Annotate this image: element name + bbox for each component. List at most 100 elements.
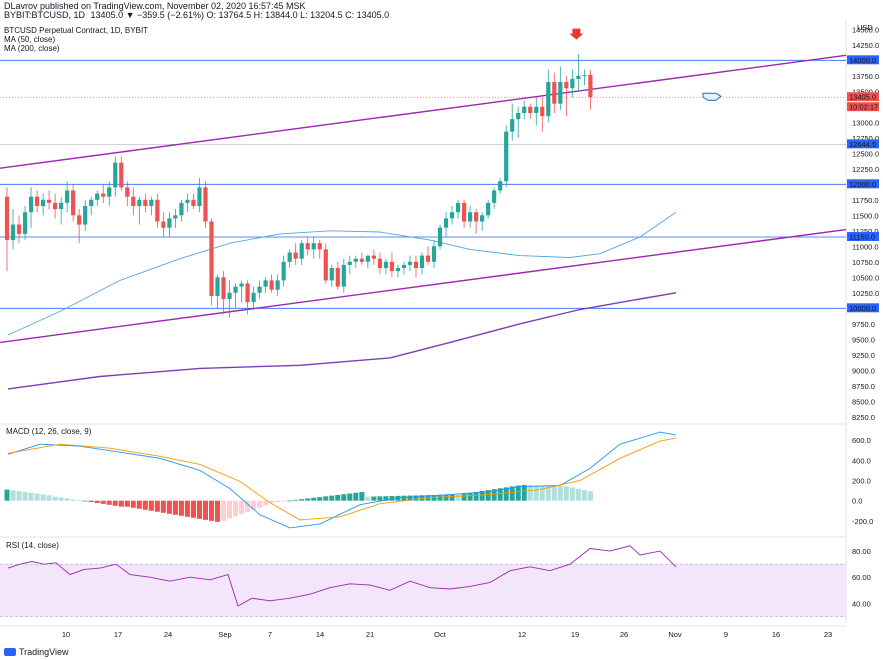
candle-body: [588, 74, 593, 98]
ma200-legend: MA (200, close): [4, 44, 60, 53]
rsi-tick-label: 80.00: [852, 547, 871, 556]
macd-histogram-bar: [563, 486, 569, 501]
candle-body: [335, 268, 340, 287]
macd-histogram-bar: [172, 500, 178, 515]
time-tick-label: 19: [571, 630, 579, 639]
macd-histogram-bar: [365, 496, 371, 501]
candle-body: [413, 261, 419, 268]
macd-histogram-bar: [118, 500, 124, 507]
macd-histogram-bar: [353, 492, 359, 501]
ohlc-values: 13405.0 ▼ −359.5 (−2.61%) O: 13764.5 H: …: [90, 10, 390, 20]
candle-body: [576, 75, 581, 79]
candle-body: [233, 286, 238, 293]
price-tick-label: 12250.0: [852, 165, 879, 174]
candle-body: [47, 199, 52, 203]
candle-body: [534, 106, 539, 113]
candle-body: [65, 190, 70, 203]
macd-histogram-bar: [94, 500, 100, 504]
price-tick-label: 10500.0: [852, 273, 879, 282]
macd-histogram-bar: [347, 493, 353, 501]
candle-body: [221, 277, 226, 299]
macd-histogram-bar: [383, 496, 389, 501]
candle-body: [419, 255, 425, 268]
candle-body: [215, 277, 220, 296]
price-tag-bg: [847, 102, 879, 112]
candle-body: [185, 199, 190, 203]
macd-histogram-bar: [142, 500, 148, 510]
candle-body: [486, 202, 491, 216]
candle-body: [407, 261, 413, 265]
publisher-line: DLavrov published on TradingView.com, No…: [4, 1, 306, 11]
time-tick-label: 16: [772, 630, 780, 639]
macd-histogram-bar: [575, 488, 581, 501]
candle-body: [101, 193, 106, 197]
candle-body: [77, 215, 82, 225]
price-tag-bg: [847, 232, 879, 241]
macd-histogram-bar: [527, 485, 533, 501]
macd-histogram-bar: [515, 485, 521, 501]
candle-body: [131, 196, 136, 206]
macd-histogram-bar: [557, 486, 563, 501]
macd-histogram-bar: [497, 488, 503, 501]
candle-body: [341, 264, 346, 287]
macd-histogram-bar: [293, 499, 299, 501]
macd-histogram-bar: [287, 500, 293, 502]
candle-body: [263, 280, 268, 287]
macd-histogram-bar: [148, 500, 154, 511]
macd-histogram-bar: [10, 490, 16, 501]
macd-histogram-bar: [227, 500, 233, 519]
candle-body: [437, 227, 443, 247]
candle-body: [347, 261, 352, 265]
price-tick-label: 14250.0: [852, 41, 879, 50]
candle-body: [504, 131, 509, 182]
candle-body: [395, 268, 401, 272]
macd-histogram-bar: [239, 500, 245, 515]
rsi-legend: RSI (14, close): [6, 541, 59, 550]
time-tick-label: 10: [62, 630, 70, 639]
price-tick-label: 13500.0: [852, 87, 879, 96]
macd-histogram-bar: [166, 500, 172, 514]
macd-histogram-bar: [305, 498, 311, 501]
candle-body: [371, 255, 376, 259]
macd-histogram-bar: [419, 495, 425, 501]
candle-body: [167, 218, 172, 228]
price-tick-label: 13000.0: [852, 118, 879, 127]
candle-body: [389, 261, 395, 272]
macd-histogram-bar: [124, 500, 130, 507]
candle-body: [329, 268, 334, 281]
candle-body: [461, 202, 467, 222]
macd-histogram-bar: [269, 500, 275, 503]
macd-histogram-bar: [22, 492, 28, 501]
macd-histogram-bar: [257, 500, 263, 508]
macd-histogram-bar: [40, 494, 46, 501]
candle-body: [34, 196, 40, 206]
macd-histogram-bar: [233, 500, 239, 517]
price-tick-label: 10250.0: [852, 289, 879, 298]
candle-body: [245, 283, 250, 303]
price-tag-bg: [847, 179, 879, 189]
candle-body: [570, 78, 575, 89]
candle-body: [281, 261, 286, 281]
macd-histogram-bar: [130, 500, 136, 508]
candle-body: [71, 190, 76, 216]
macd-histogram-bar: [154, 500, 160, 512]
ma50-legend: MA (50, close): [4, 35, 56, 44]
macd-histogram-bar: [251, 500, 257, 510]
price-tag-bg: [847, 139, 879, 149]
macd-histogram-bar: [521, 485, 527, 501]
candle-body: [383, 261, 389, 268]
price-tag-label: 12000.0: [849, 180, 876, 189]
price-tick-label: 9750.0: [852, 320, 875, 329]
candle-body: [16, 224, 22, 234]
candle-body: [83, 206, 88, 225]
macd-histogram-bar: [377, 496, 383, 501]
candle-body: [299, 243, 304, 259]
macd-histogram-bar: [299, 499, 305, 501]
macd-histogram-bar: [455, 494, 461, 501]
macd-histogram-bar: [317, 497, 323, 501]
ma200-line: [7, 292, 677, 390]
macd-histogram-bar: [214, 500, 221, 522]
macd-histogram-bar: [76, 500, 82, 502]
macd-histogram-bar: [449, 494, 455, 501]
